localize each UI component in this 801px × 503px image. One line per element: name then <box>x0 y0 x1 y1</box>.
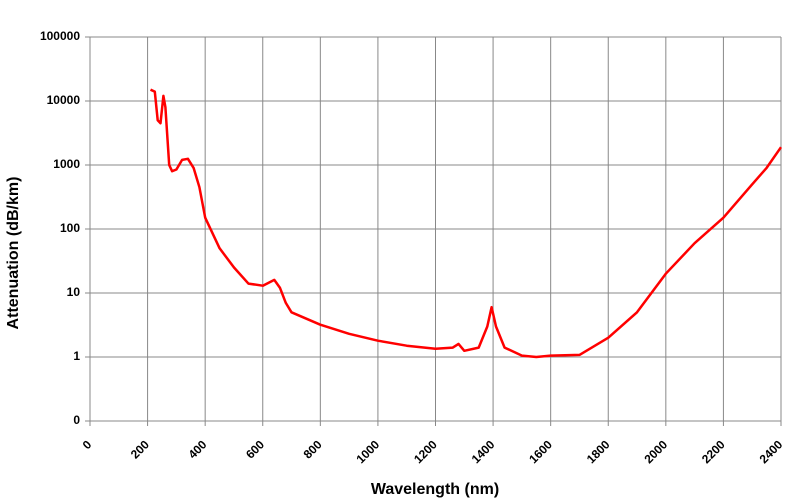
x-tick-label: 1600 <box>526 437 555 466</box>
data-line <box>149 88 783 359</box>
y-tick-label: 10000 <box>47 93 81 107</box>
x-tick-label: 800 <box>301 437 325 461</box>
x-tick-label: 1200 <box>411 437 440 466</box>
y-tick-label: 100 <box>60 221 80 235</box>
x-tick-label: 1000 <box>353 437 382 466</box>
x-tick-label: 2200 <box>699 437 728 466</box>
x-tick-label: 200 <box>128 437 152 461</box>
x-tick-label: 0 <box>80 437 95 452</box>
x-tick-label: 1400 <box>469 437 498 466</box>
x-tick-label: 600 <box>243 437 267 461</box>
y-tick-label: 0 <box>73 413 80 427</box>
y-tick-label: 10 <box>67 285 81 299</box>
y-axis-title: Attenuation (dB/km) <box>5 177 22 330</box>
x-tick-label: 2000 <box>641 437 670 466</box>
x-tick-label: 400 <box>185 437 209 461</box>
y-tick-label: 1000 <box>53 157 80 171</box>
y-tick-label: 100000 <box>40 29 80 43</box>
x-tick-label: 1800 <box>584 437 613 466</box>
y-tick-label: 1 <box>73 349 80 363</box>
x-axis-title: Wavelength (nm) <box>371 481 499 498</box>
x-tick-label: 2400 <box>757 437 786 466</box>
